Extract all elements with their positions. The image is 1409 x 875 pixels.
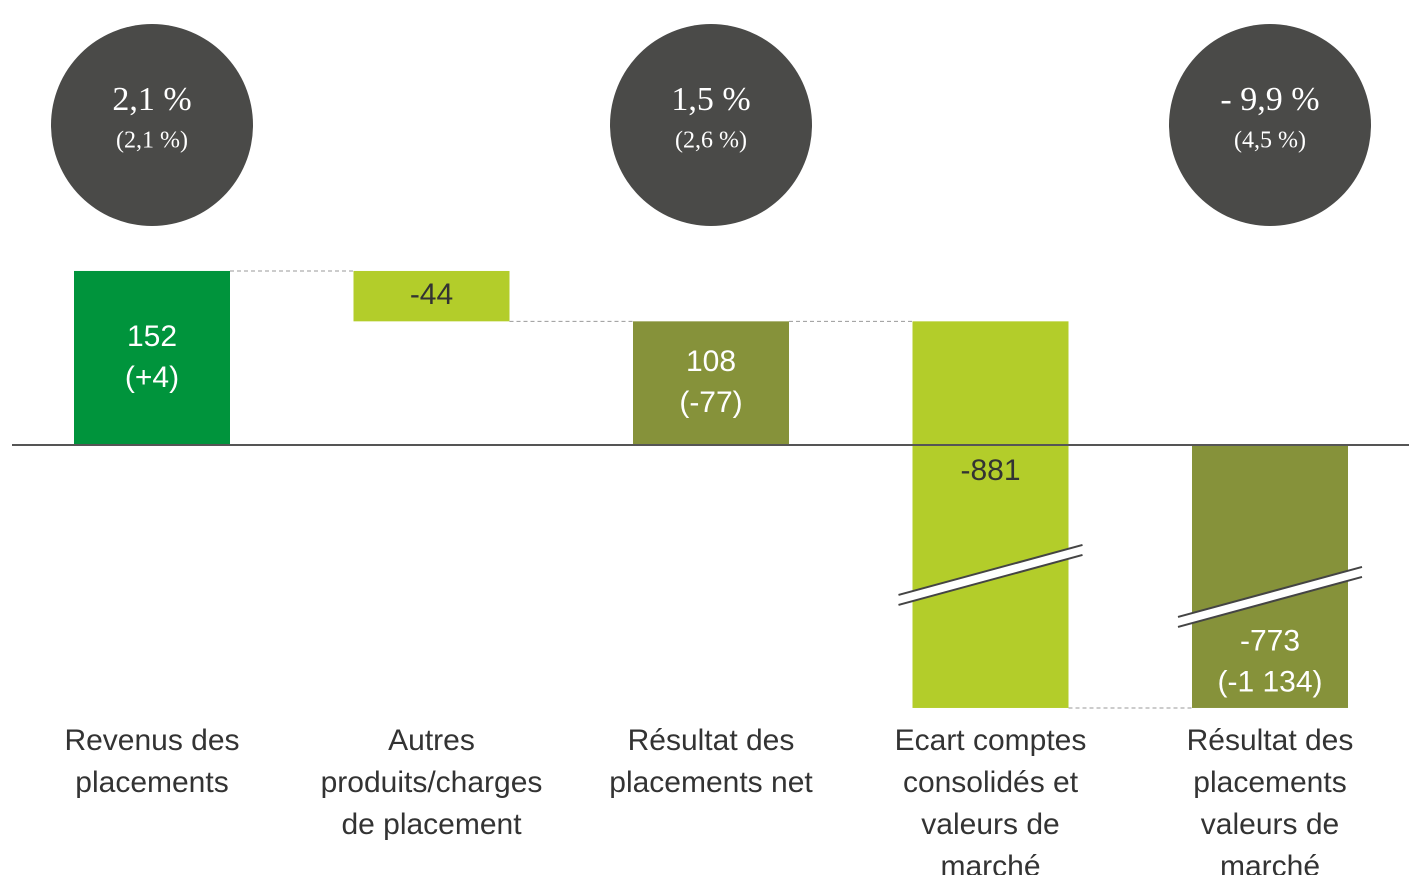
x-tick-label: marché	[940, 850, 1040, 875]
x-tick-label: Revenus des	[64, 724, 239, 757]
x-tick-label: Résultat des	[1187, 724, 1354, 757]
x-tick-label: de placement	[341, 808, 522, 841]
annotation-sub: (4,5 %)	[1234, 128, 1306, 154]
bar	[74, 270, 230, 445]
bar	[1192, 445, 1348, 708]
x-tick-label: placements net	[609, 766, 813, 799]
annotation-text: - 9,9 %	[1220, 81, 1319, 118]
annotation-circle	[1169, 24, 1371, 226]
axis-break	[898, 543, 1083, 596]
annotation-text: 2,1 %	[112, 81, 191, 118]
value-label: -44	[410, 278, 453, 311]
x-tick-label: placements	[1193, 766, 1346, 799]
annotation-circle	[51, 24, 253, 226]
x-tick-label: consolidés et	[903, 766, 1079, 799]
x-tick-label: valeurs de	[1201, 808, 1339, 841]
axis-break	[1178, 566, 1362, 627]
bar	[633, 321, 789, 445]
axis-break	[1177, 575, 1363, 628]
annotation-sub: (2,1 %)	[116, 128, 188, 154]
x-tick-label: Autres	[388, 724, 475, 757]
annotation-sub: (2,6 %)	[675, 128, 747, 154]
axis-break	[898, 544, 1083, 605]
value-label: -773	[1240, 624, 1300, 657]
x-tick-label: valeurs de	[921, 808, 1059, 841]
bar	[353, 270, 510, 322]
axis-break	[1177, 565, 1363, 618]
value-label: 108	[686, 345, 736, 378]
change-label: (+4)	[125, 361, 179, 394]
x-tick-label: produits/charges	[321, 766, 543, 799]
x-tick-label: Ecart comptes	[895, 724, 1087, 757]
annotation-text: 1,5 %	[671, 81, 750, 118]
x-tick-label: Résultat des	[628, 724, 795, 757]
change-label: (-1 134)	[1217, 665, 1322, 698]
annotation-circle	[610, 24, 812, 226]
x-tick-label: placements	[75, 766, 228, 799]
change-label: (-77)	[679, 386, 742, 419]
bar	[912, 321, 1069, 708]
value-label: -881	[960, 454, 1020, 487]
axis-break	[898, 553, 1083, 606]
value-label: 152	[127, 320, 177, 353]
x-tick-label: marché	[1220, 850, 1320, 875]
